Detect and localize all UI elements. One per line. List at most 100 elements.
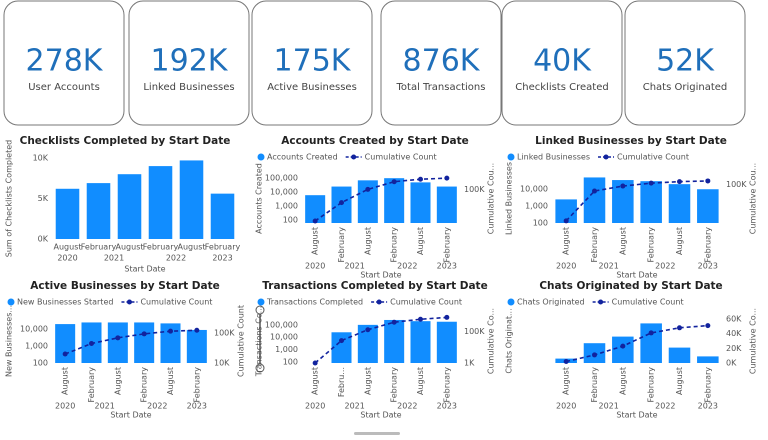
x-tick-label: February bbox=[590, 227, 599, 263]
x-year-label: 2023 bbox=[437, 402, 457, 411]
line-point bbox=[648, 180, 654, 186]
x-year-label: 2023 bbox=[698, 262, 718, 271]
bar bbox=[640, 323, 662, 363]
x-year-label: 2023 bbox=[698, 402, 718, 411]
x-tick-label: Febru... bbox=[337, 367, 346, 397]
x-year-label: 2020 bbox=[305, 402, 325, 411]
x-axis-label: Start Date bbox=[360, 271, 401, 280]
chart-title: Checklists Completed by Start Date bbox=[20, 135, 231, 147]
x-tick-label: August bbox=[363, 367, 372, 395]
x-year-label: 2022 bbox=[397, 402, 417, 411]
line-point bbox=[677, 325, 682, 331]
kpi-value: 192K bbox=[151, 44, 229, 79]
y2-tick-label: 0K bbox=[726, 359, 737, 368]
line-point bbox=[620, 183, 626, 189]
x-tick-label: August bbox=[61, 367, 70, 395]
kpi-label: Total Transactions bbox=[396, 82, 486, 93]
cumulative-line bbox=[314, 177, 447, 222]
x-axis-label: Start Date bbox=[616, 271, 657, 280]
x-tick-label: February bbox=[390, 367, 399, 403]
x-tick-label: August bbox=[675, 367, 684, 395]
y-tick-label: 100,000 bbox=[265, 320, 298, 329]
bar bbox=[612, 180, 634, 223]
y2-axis-label: Cumulative Co... bbox=[487, 308, 496, 374]
y-axis-label: Transactions Co... bbox=[255, 306, 264, 377]
x-tick-label: August bbox=[562, 367, 571, 395]
kpi-card bbox=[128, 0, 250, 126]
y2-tick-label: 20K bbox=[726, 344, 742, 353]
kpi-label: User Accounts bbox=[28, 82, 100, 93]
y-axis-label: Sum of Checklists Completed bbox=[5, 140, 14, 257]
x-tick-label: February bbox=[703, 227, 712, 263]
y-tick-label: 10K bbox=[33, 154, 49, 163]
kpi-card bbox=[501, 0, 623, 126]
line-point bbox=[563, 218, 569, 224]
bar bbox=[305, 195, 326, 223]
x-year-label: 2022 bbox=[166, 254, 186, 263]
y2-tick-label: 10K bbox=[214, 359, 230, 368]
line-point bbox=[391, 319, 397, 325]
kpi-label: Checklists Created bbox=[515, 82, 608, 93]
legend-swatch bbox=[507, 298, 515, 306]
bar bbox=[186, 329, 207, 363]
cumulative-line bbox=[64, 329, 197, 355]
kpi-card bbox=[251, 0, 373, 126]
line-point bbox=[418, 316, 423, 322]
y-tick-label: 0K bbox=[38, 235, 49, 244]
x-year-label: 2021 bbox=[344, 402, 364, 411]
zoom-slider[interactable] bbox=[255, 305, 265, 373]
chart-title: Active Businesses by Start Date bbox=[30, 280, 220, 292]
kpi-value: 175K bbox=[274, 44, 352, 79]
legend-label: Cumulative Count bbox=[617, 153, 689, 162]
y-tick-label: 1,000 bbox=[275, 345, 298, 354]
line-point bbox=[677, 179, 682, 185]
bar bbox=[640, 181, 662, 223]
bar bbox=[107, 322, 128, 363]
x-year-label: 2020 bbox=[305, 262, 325, 271]
y-tick-label: 1,000 bbox=[525, 202, 548, 211]
kpi-card bbox=[3, 0, 125, 126]
y2-tick-label: 100K bbox=[726, 180, 747, 189]
kpi-label: Active Businesses bbox=[267, 82, 357, 93]
y2-tick-label: 100K bbox=[464, 185, 485, 194]
x-tick-label: August bbox=[166, 367, 175, 395]
y-tick-label: 100 bbox=[33, 359, 48, 368]
legend-label: Cumulative Count bbox=[140, 298, 212, 307]
bar bbox=[612, 336, 634, 363]
x-year-label: 2023 bbox=[212, 254, 232, 263]
cumulative-line bbox=[565, 180, 708, 222]
line-point bbox=[168, 328, 173, 334]
bar bbox=[697, 189, 719, 223]
kpi-label: Linked Businesses bbox=[143, 82, 234, 93]
x-tick-label: August bbox=[178, 243, 206, 252]
x-tick-label: February bbox=[192, 367, 201, 403]
bar bbox=[410, 321, 431, 363]
y2-tick-label: 100K bbox=[464, 327, 485, 336]
kpi-value: 278K bbox=[26, 44, 104, 79]
y2-axis-label: Cumulative Co... bbox=[749, 308, 758, 374]
bar bbox=[357, 180, 378, 223]
x-tick-label: February bbox=[81, 243, 117, 252]
y-tick-label: 5K bbox=[38, 194, 49, 203]
x-axis-label: Start Date bbox=[110, 411, 151, 420]
kpi-value: 52K bbox=[656, 44, 715, 79]
legend-swatch bbox=[257, 153, 265, 161]
legend-label: Cumulative Count bbox=[365, 153, 437, 162]
kpi-card bbox=[380, 0, 502, 126]
bar bbox=[384, 178, 405, 223]
y-axis-label: Accounts Created bbox=[255, 163, 264, 234]
line-point bbox=[312, 218, 318, 224]
bar bbox=[134, 322, 155, 363]
x-year-label: 2022 bbox=[655, 402, 675, 411]
line-point bbox=[339, 200, 344, 206]
line-point bbox=[89, 341, 94, 347]
x-axis-label: Start Date bbox=[360, 411, 401, 420]
legend-dot bbox=[603, 154, 609, 160]
x-year-label: 2021 bbox=[598, 262, 618, 271]
line-point bbox=[592, 352, 597, 358]
y2-axis-label: Cumulative Cou... bbox=[487, 163, 496, 234]
bar bbox=[668, 184, 691, 223]
line-point bbox=[62, 351, 68, 357]
y-tick-label: 10,000 bbox=[270, 333, 298, 342]
bar bbox=[55, 324, 76, 363]
